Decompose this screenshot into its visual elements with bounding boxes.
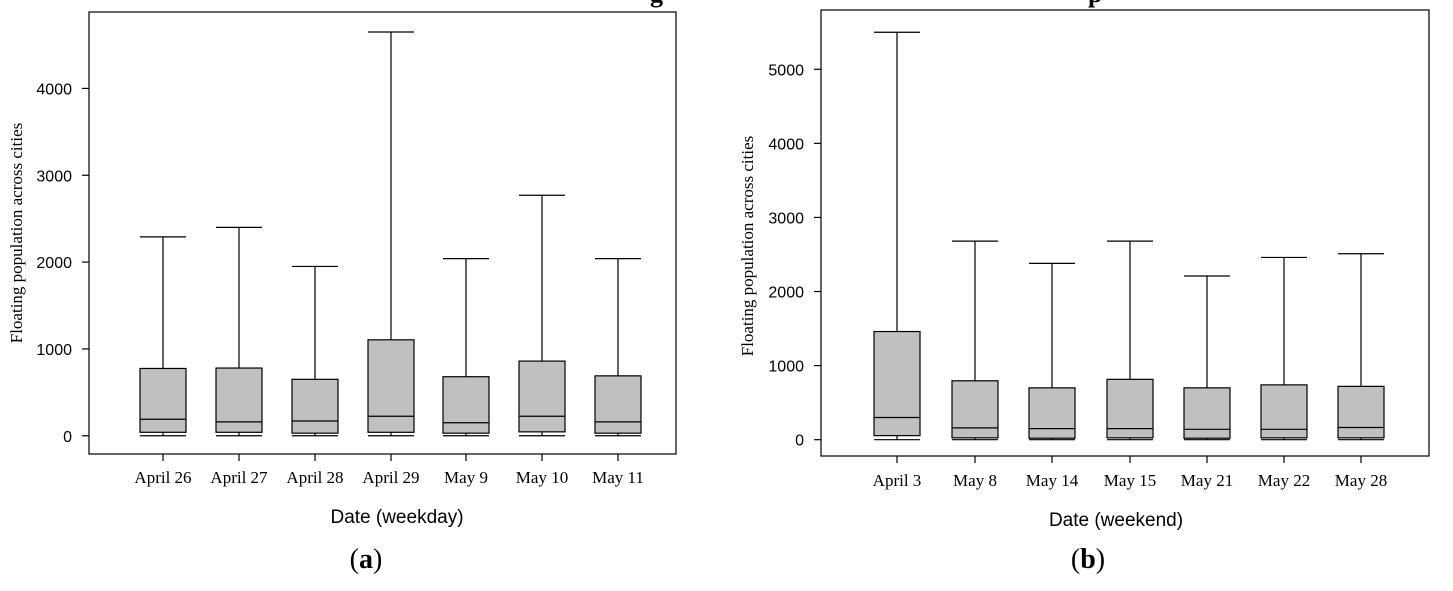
- y-tick-label: 1000: [768, 359, 804, 376]
- panel-label-a-letter: a: [359, 544, 373, 575]
- panel-label-b-open: (: [1071, 544, 1080, 575]
- top-fragment-left: g: [650, 0, 663, 8]
- chart-panel-b: 0 1000 2000 3000 4000 5000 April 3 May 8 May 14…: [738, 9, 1430, 575]
- y-axis-label: Floating population across cities: [738, 136, 757, 357]
- x-tick-label: May 21: [1181, 471, 1233, 490]
- box-may-28: [1337, 253, 1385, 441]
- x-tick-label: May 22: [1258, 471, 1310, 490]
- iqr-box: [291, 378, 339, 434]
- box-april-3: [873, 31, 921, 441]
- x-axis: April 3 May 8 May 14 May 15 May 21 May 22 May …: [873, 456, 1387, 490]
- y-tick-label: 3000: [36, 168, 72, 185]
- y-axis: 0 1000 2000 3000 4000: [36, 81, 89, 446]
- x-axis-label: Date (weekend): [1049, 510, 1183, 531]
- x-tick-label: April 29: [362, 468, 419, 487]
- box-april-29: [367, 31, 415, 437]
- y-tick-label: 0: [795, 433, 804, 450]
- y-tick-label: 5000: [768, 62, 804, 79]
- box-may-14: [1028, 262, 1076, 441]
- x-tick-label: April 3: [873, 471, 922, 490]
- y-tick-label: 0: [63, 429, 72, 446]
- panel-label-a-close: ): [373, 544, 382, 575]
- iqr-box: [594, 375, 642, 434]
- x-tick-label: May 8: [953, 471, 997, 490]
- y-tick-label: 4000: [768, 136, 804, 153]
- box-may-11: [594, 258, 642, 437]
- y-tick-label: 2000: [36, 255, 72, 272]
- x-tick-label: May 28: [1335, 471, 1387, 490]
- x-axis: April 26 April 27 April 28 April 29 May 9 May…: [134, 454, 644, 487]
- x-tick-label: May 9: [444, 468, 488, 487]
- y-tick-label: 1000: [36, 342, 72, 359]
- box-may-21: [1183, 275, 1231, 441]
- plot-frame: [820, 9, 1430, 457]
- box-april-28: [291, 265, 339, 437]
- box-may-9: [442, 258, 490, 437]
- iqr-box: [1028, 387, 1076, 439]
- x-tick-label: April 27: [210, 468, 268, 487]
- panel-label-b: (b): [1071, 544, 1105, 575]
- box-series: [873, 31, 1385, 441]
- x-tick-label: April 26: [134, 468, 191, 487]
- x-tick-label: May 11: [592, 468, 644, 487]
- x-axis-label: Date (weekday): [330, 507, 463, 528]
- box-may-8: [951, 240, 999, 441]
- iqr-box: [1337, 385, 1385, 439]
- box-april-27: [215, 226, 263, 437]
- iqr-box: [1183, 387, 1231, 439]
- panel-label-b-close: ): [1096, 544, 1105, 575]
- plot-frame: [88, 11, 677, 455]
- box-may-22: [1260, 256, 1308, 441]
- iqr-box: [873, 330, 921, 437]
- iqr-box: [518, 360, 566, 433]
- iqr-box: [951, 380, 999, 439]
- iqr-box: [442, 376, 490, 434]
- y-tick-label: 2000: [768, 285, 804, 302]
- box-may-10: [518, 194, 566, 437]
- x-tick-label: May 14: [1026, 471, 1079, 490]
- panel-label-a: (a): [350, 544, 383, 575]
- box-series: [139, 31, 642, 437]
- x-tick-label: April 28: [286, 468, 343, 487]
- iqr-box: [139, 367, 187, 433]
- x-tick-label: May 15: [1104, 471, 1156, 490]
- x-tick-label: May 10: [516, 468, 568, 487]
- y-tick-label: 4000: [36, 81, 72, 98]
- y-tick-label: 3000: [768, 210, 804, 227]
- box-april-26: [139, 236, 187, 437]
- panel-label-b-letter: b: [1080, 544, 1096, 575]
- y-axis: 0 1000 2000 3000 4000 5000: [768, 62, 821, 450]
- box-may-15: [1106, 240, 1154, 441]
- y-axis-label: Floating population across cities: [7, 123, 26, 344]
- iqr-box: [367, 339, 415, 433]
- iqr-box: [215, 367, 263, 433]
- top-fragment-right: p: [1088, 0, 1102, 8]
- panel-label-a-open: (: [350, 544, 359, 575]
